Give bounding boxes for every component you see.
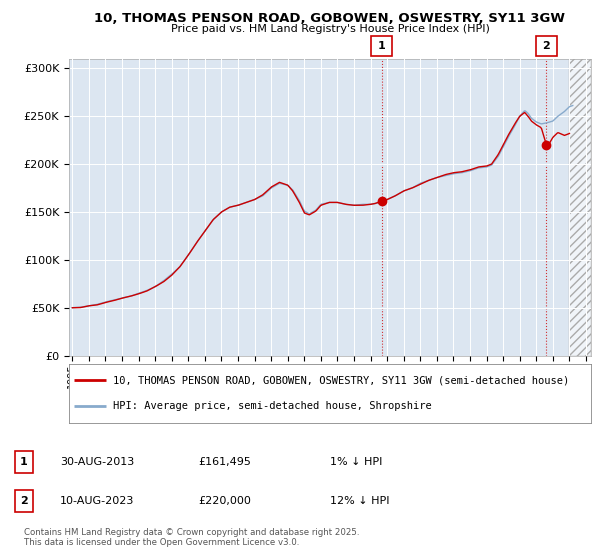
- Text: 2: 2: [20, 496, 28, 506]
- Text: Contains HM Land Registry data © Crown copyright and database right 2025.
This d: Contains HM Land Registry data © Crown c…: [24, 528, 359, 547]
- Text: 10-AUG-2023: 10-AUG-2023: [60, 496, 134, 506]
- Text: £161,495: £161,495: [198, 457, 251, 467]
- Text: 10, THOMAS PENSON ROAD, GOBOWEN, OSWESTRY, SY11 3GW (semi-detached house): 10, THOMAS PENSON ROAD, GOBOWEN, OSWESTR…: [113, 375, 569, 385]
- Text: 12% ↓ HPI: 12% ↓ HPI: [330, 496, 389, 506]
- Text: Price paid vs. HM Land Registry's House Price Index (HPI): Price paid vs. HM Land Registry's House …: [170, 24, 490, 34]
- Text: 2: 2: [542, 41, 550, 51]
- Text: HPI: Average price, semi-detached house, Shropshire: HPI: Average price, semi-detached house,…: [113, 402, 432, 412]
- Text: 1: 1: [377, 41, 385, 51]
- Text: 1: 1: [20, 457, 28, 467]
- Text: £220,000: £220,000: [198, 496, 251, 506]
- Text: 10, THOMAS PENSON ROAD, GOBOWEN, OSWESTRY, SY11 3GW: 10, THOMAS PENSON ROAD, GOBOWEN, OSWESTR…: [95, 12, 566, 25]
- Text: 30-AUG-2013: 30-AUG-2013: [60, 457, 134, 467]
- Text: 1% ↓ HPI: 1% ↓ HPI: [330, 457, 382, 467]
